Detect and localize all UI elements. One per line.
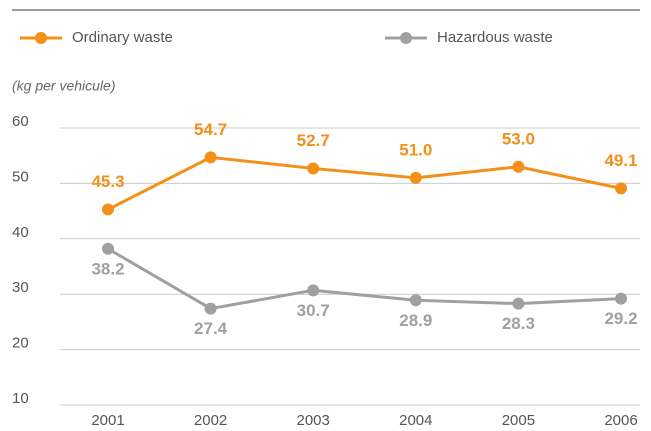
x-tick-label: 2005 [502, 412, 535, 429]
x-tick-label: 2006 [604, 412, 637, 429]
series-line [107, 247, 622, 311]
value-label: 54.7 [194, 120, 227, 139]
point [102, 203, 114, 216]
x-tick-label: 2004 [399, 412, 432, 429]
y-tick-label: 10 [12, 390, 29, 407]
legend-label: Hazardous waste [437, 29, 553, 46]
point [409, 171, 422, 184]
value-label: 45.3 [91, 172, 124, 191]
y-tick-label: 40 [12, 224, 29, 241]
legend-marker [35, 32, 47, 44]
point [204, 302, 217, 315]
x-tick-label: 2002 [194, 412, 227, 429]
value-label: 27.4 [194, 319, 228, 338]
series-line [107, 155, 622, 211]
point [307, 162, 320, 175]
y-axis-label: (kg per vehicule) [12, 78, 116, 94]
point [615, 292, 627, 305]
value-label: 52.7 [297, 131, 330, 150]
value-label: 38.2 [91, 259, 124, 278]
point [512, 297, 525, 310]
y-tick-label: 60 [12, 113, 29, 130]
point [102, 242, 114, 255]
x-tick-label: 2003 [297, 412, 330, 429]
value-label: 28.9 [399, 311, 432, 330]
legend-marker [400, 32, 412, 44]
value-label: 29.2 [604, 309, 637, 328]
y-tick-label: 30 [12, 279, 29, 296]
point [409, 294, 422, 307]
value-label: 30.7 [297, 301, 330, 320]
y-tick-label: 20 [12, 335, 29, 352]
x-tick-label: 2001 [91, 412, 124, 429]
legend-label: Ordinary waste [72, 29, 173, 46]
point [512, 160, 525, 173]
point [307, 284, 320, 297]
value-label: 51.0 [399, 140, 432, 159]
point [615, 182, 627, 195]
value-label: 53.0 [502, 129, 535, 148]
value-label: 49.1 [604, 151, 637, 170]
point [204, 151, 217, 164]
y-tick-label: 50 [12, 168, 29, 185]
value-label: 28.3 [502, 314, 535, 333]
